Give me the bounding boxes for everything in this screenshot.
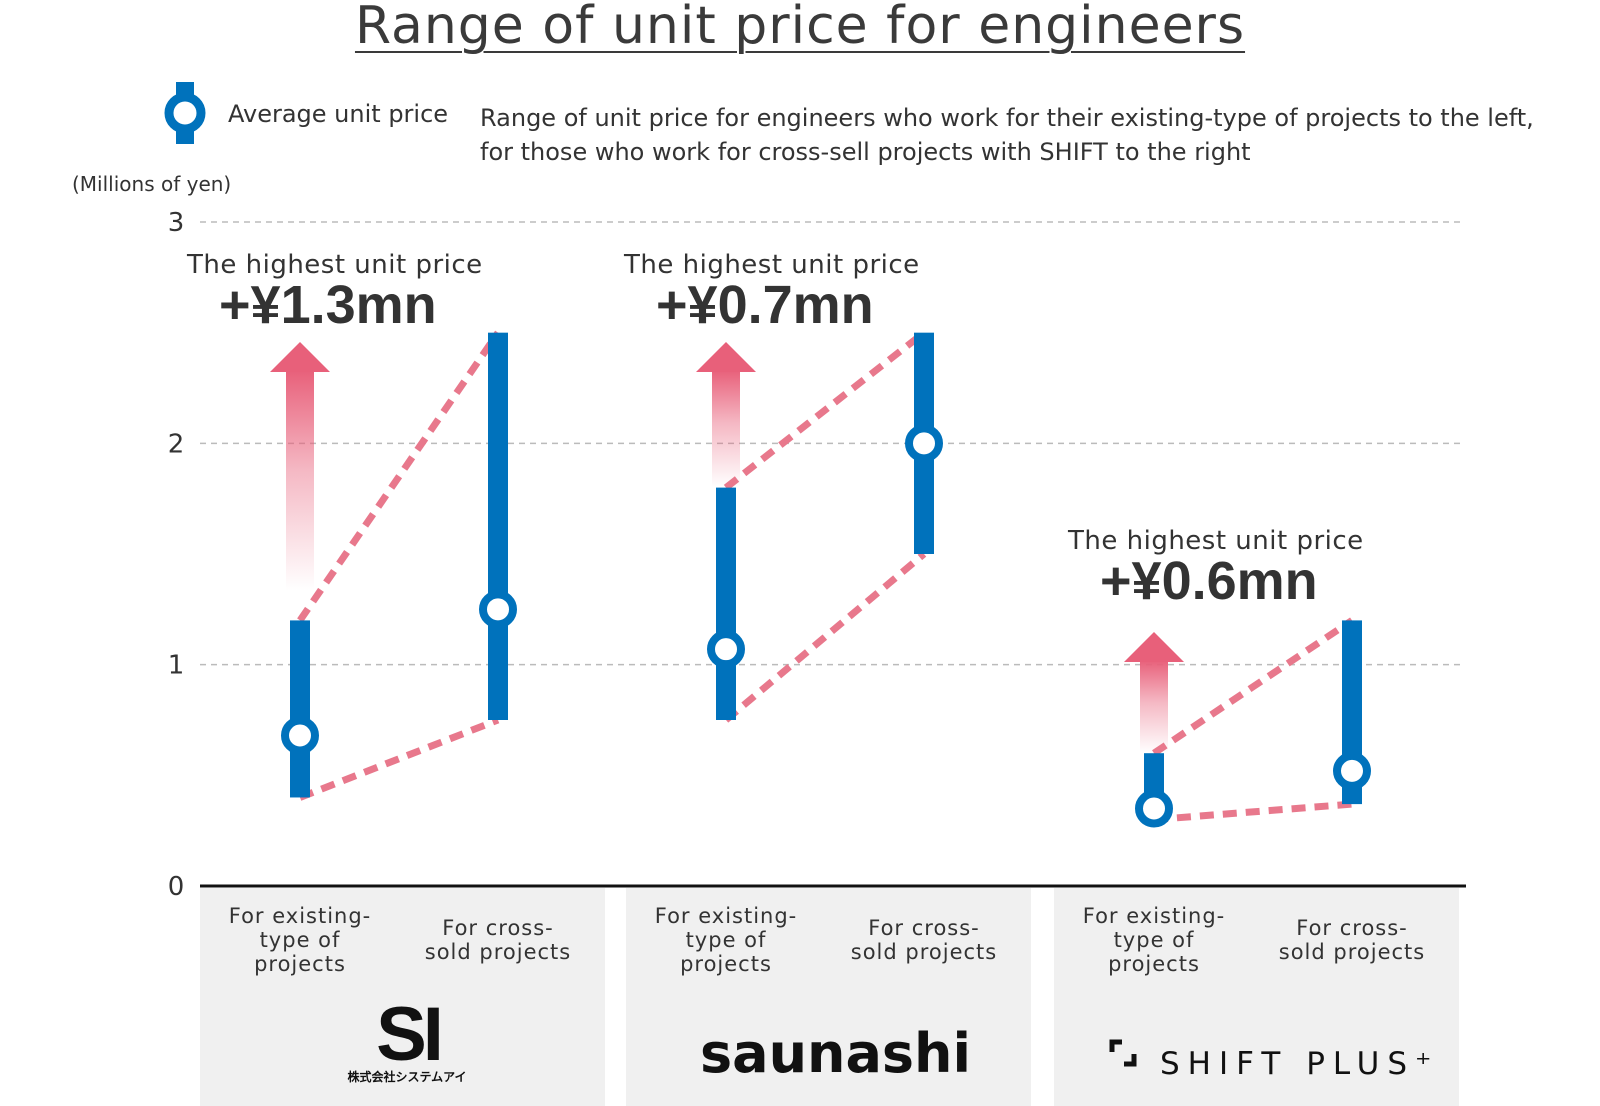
- x-category-label: For existing-type of projects: [631, 904, 821, 976]
- x-category-label-line: For cross-: [868, 916, 980, 940]
- y-axis-unit-label: (Millions of yen): [72, 172, 232, 196]
- x-category-label-line: type of: [685, 928, 767, 952]
- chart-title: Range of unit price for engineers: [354, 0, 1246, 56]
- average-marker: [281, 716, 319, 755]
- dashed-connector-min: [723, 551, 927, 723]
- y-tick-label: 1: [168, 651, 185, 681]
- annotation-value: +¥1.3mn: [219, 275, 437, 335]
- x-category-label-line: For cross-: [442, 916, 554, 940]
- brand-shift-plus-logo: SHIFT PLUS⁺: [1160, 1046, 1440, 1082]
- y-tick-label: 0: [168, 872, 185, 902]
- x-category-label: For cross-sold projects: [403, 916, 593, 964]
- dashed-connector-max: [723, 329, 927, 491]
- x-category-label-line: sold projects: [850, 940, 998, 964]
- description-line-2: for those who work for cross-sell projec…: [480, 138, 1251, 166]
- x-category-label-line: type of: [1113, 928, 1195, 952]
- x-category-label-line: For existing-: [654, 904, 798, 928]
- average-marker: [1135, 789, 1173, 828]
- x-category-label-line: For cross-: [1296, 916, 1408, 940]
- dashed-connector-min: [298, 716, 500, 801]
- category-panel-2: [626, 888, 1031, 1106]
- y-tick-label: 3: [168, 208, 185, 238]
- range-bar: [716, 487, 736, 720]
- brand-si-company-name: 株式会社システムアイ: [347, 1070, 467, 1084]
- dashed-connector-max: [297, 330, 501, 623]
- average-marker: [1333, 751, 1371, 790]
- x-category-label-line: projects: [680, 952, 772, 976]
- x-category-label-line: projects: [254, 952, 346, 976]
- description-line-1: Range of unit price for engineers who wo…: [480, 104, 1534, 132]
- brand-si-logo: SI: [376, 992, 444, 1077]
- category-panel-1: [200, 888, 605, 1106]
- x-category-label: For existing-type of projects: [205, 904, 395, 976]
- range-bar: [290, 620, 310, 798]
- annotation-value: +¥0.6mn: [1100, 551, 1318, 611]
- x-category-label: For cross-sold projects: [829, 916, 1019, 964]
- annotation-value: +¥0.7mn: [656, 275, 874, 335]
- x-category-label-line: projects: [1108, 952, 1200, 976]
- arrow-up-icon: [1124, 632, 1184, 754]
- dashed-connector-min: [1153, 800, 1353, 824]
- arrow-up-icon: [696, 342, 756, 488]
- arrow-up-icon: [270, 342, 330, 591]
- x-category-label-line: For existing-: [228, 904, 372, 928]
- brand-si-text: SI: [376, 992, 440, 1077]
- y-tick-label: 2: [168, 429, 185, 459]
- x-category-label: For cross-sold projects: [1257, 916, 1447, 964]
- annotation-label: The highest unit price: [624, 250, 920, 280]
- x-category-label-line: sold projects: [1278, 940, 1426, 964]
- average-marker: [479, 590, 517, 629]
- range-bar: [488, 332, 508, 720]
- x-category-label-line: type of: [259, 928, 341, 952]
- x-category-label-line: sold projects: [424, 940, 572, 964]
- x-category-label-line: For existing-: [1082, 904, 1226, 928]
- dashed-connector-max: [1152, 617, 1354, 757]
- x-category-label: For existing-type of projects: [1059, 904, 1249, 976]
- average-marker: [905, 424, 943, 463]
- legend-label: Average unit price: [228, 100, 449, 128]
- average-marker: [707, 630, 745, 669]
- annotation-label: The highest unit price: [187, 250, 483, 280]
- annotation-label: The highest unit price: [1068, 526, 1364, 556]
- brand-saunashi-logo: saunashi: [700, 1022, 972, 1085]
- category-panel-3: [1054, 888, 1459, 1106]
- brand-shift-plus-bracket-icon: [1109, 1039, 1137, 1067]
- legend-marker-icon: [164, 82, 206, 144]
